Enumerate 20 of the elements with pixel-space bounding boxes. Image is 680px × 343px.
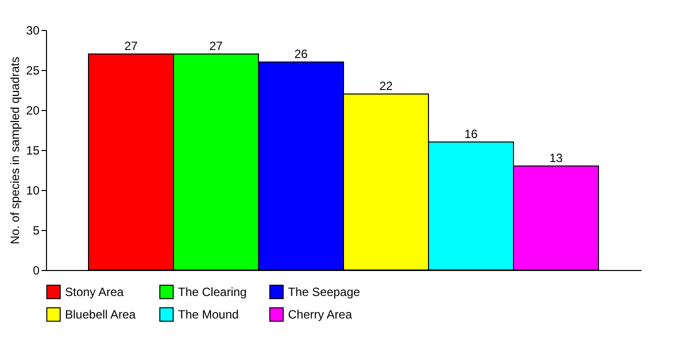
- legend-label: Bluebell Area: [65, 308, 136, 322]
- y-tick-label: 10: [26, 184, 40, 198]
- y-tick-label: 0: [32, 264, 40, 278]
- y-tick-label: 30: [26, 24, 40, 38]
- legend-label: Cherry Area: [288, 308, 352, 322]
- data-label: 27: [124, 39, 138, 53]
- data-label: 16: [464, 127, 478, 141]
- data-label: 27: [209, 39, 223, 53]
- legend-label: Stony Area: [65, 284, 124, 299]
- data-label: 22: [379, 79, 393, 93]
- data-label: 26: [294, 47, 308, 61]
- legend-label: The Seepage: [288, 284, 360, 299]
- legend-label: The Clearing: [178, 284, 247, 299]
- y-tick-label: 15: [26, 144, 40, 158]
- y-tick-label: 5: [32, 224, 40, 238]
- data-label: 13: [549, 151, 563, 165]
- y-tick-label: 20: [26, 104, 40, 118]
- legend-label: The Mound: [178, 308, 239, 322]
- y-axis-title: No. of species in sampled quadrats: [8, 56, 22, 244]
- y-tick-label: 25: [26, 64, 40, 78]
